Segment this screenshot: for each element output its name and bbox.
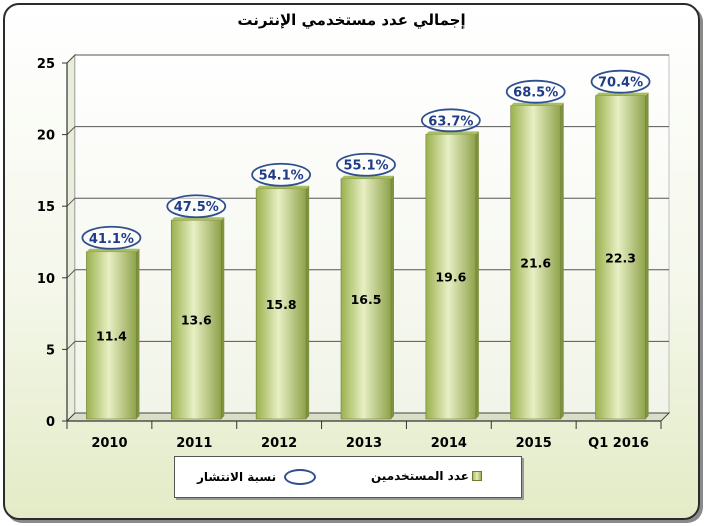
bar-value-label: 22.3: [605, 250, 636, 265]
y-tick-label: 10: [37, 272, 55, 287]
penetration-label: 68.5%: [513, 86, 558, 101]
bar-value-label: 19.6: [435, 270, 466, 285]
bar: [86, 251, 137, 420]
bar-side: [306, 185, 310, 419]
y-tick-label: 5: [46, 343, 55, 358]
x-tick-label: 2015: [516, 436, 552, 451]
bar: [340, 178, 392, 420]
legend-users-label: عدد المستخدمين: [371, 469, 469, 483]
penetration-ellipse: [420, 108, 481, 133]
penetration-ellipse: [505, 79, 566, 104]
penetration-label: 70.4%: [598, 76, 643, 91]
penetration-label: 41.1%: [89, 232, 134, 247]
y-tick-label: 0: [46, 415, 55, 430]
chart-frame: إجمالي عدد مستخدمي الإنترنت 0 5 10 15 20 25 20…: [3, 3, 700, 520]
bar-chart: 0 5 10 15 20 25 2010 2011 2012 2013 2014 2015 Q1 201…: [37, 53, 671, 451]
penetration-label: 54.1%: [259, 169, 304, 184]
y-tick-label: 25: [37, 57, 55, 72]
bar-side: [475, 131, 479, 419]
legend-users-swatch: [471, 471, 482, 481]
bar-value-label: 21.6: [520, 255, 551, 270]
x-tick-label: Q1 2016: [588, 436, 649, 451]
y-tick-label: 20: [37, 129, 55, 144]
gridline: [66, 54, 669, 64]
legend: عدد المستخدمين نسبة الانتشار: [174, 456, 522, 498]
x-tick-label: 2014: [431, 436, 467, 451]
bar-top: [595, 92, 649, 96]
bar-top: [86, 248, 140, 252]
penetration-ellipse: [336, 152, 396, 177]
x-tick-label: 2011: [176, 436, 212, 451]
penetration-ellipse: [81, 225, 142, 250]
penetration-ellipse: [166, 194, 227, 219]
bar-side: [221, 217, 225, 419]
bar: [510, 105, 562, 420]
penetration-label: 63.7%: [428, 114, 473, 129]
bar-top: [425, 131, 479, 135]
penetration-label: 55.1%: [343, 159, 388, 174]
bar: [170, 219, 222, 420]
bar-top: [341, 175, 394, 179]
legend-entry-penetration: نسبة الانتشار: [197, 469, 317, 485]
bar-side: [136, 248, 140, 419]
legend-entry-users: عدد المستخدمين: [371, 469, 482, 483]
legend-penetration-label: نسبة الانتشار: [197, 470, 277, 484]
bar-value-label: 16.5: [351, 292, 382, 307]
x-tick-label: 2012: [261, 436, 297, 451]
x-tick-label: 2010: [91, 436, 127, 451]
penetration-ellipse: [251, 162, 312, 187]
penetration-ellipse: [590, 69, 651, 94]
bar: [255, 188, 307, 420]
chart-title: إجمالي عدد مستخدمي الإنترنت: [237, 11, 466, 29]
bar-side: [560, 102, 564, 420]
penetration-label: 47.5%: [174, 200, 219, 215]
bar-side: [645, 92, 649, 419]
bar-value-label: 15.8: [266, 297, 297, 312]
bar-top: [171, 217, 225, 221]
bar: [425, 134, 477, 420]
bar-value-label: 13.6: [181, 313, 212, 328]
bar-top: [510, 102, 564, 106]
bar: [595, 95, 646, 420]
side-wall: [66, 53, 76, 423]
bar-side: [391, 175, 394, 419]
y-tick-label: 15: [37, 200, 55, 215]
x-tick-label: 2013: [346, 436, 382, 451]
bar-top: [256, 185, 310, 189]
bar-value-label: 11.4: [96, 328, 127, 343]
legend-penetration-swatch: [284, 469, 317, 485]
